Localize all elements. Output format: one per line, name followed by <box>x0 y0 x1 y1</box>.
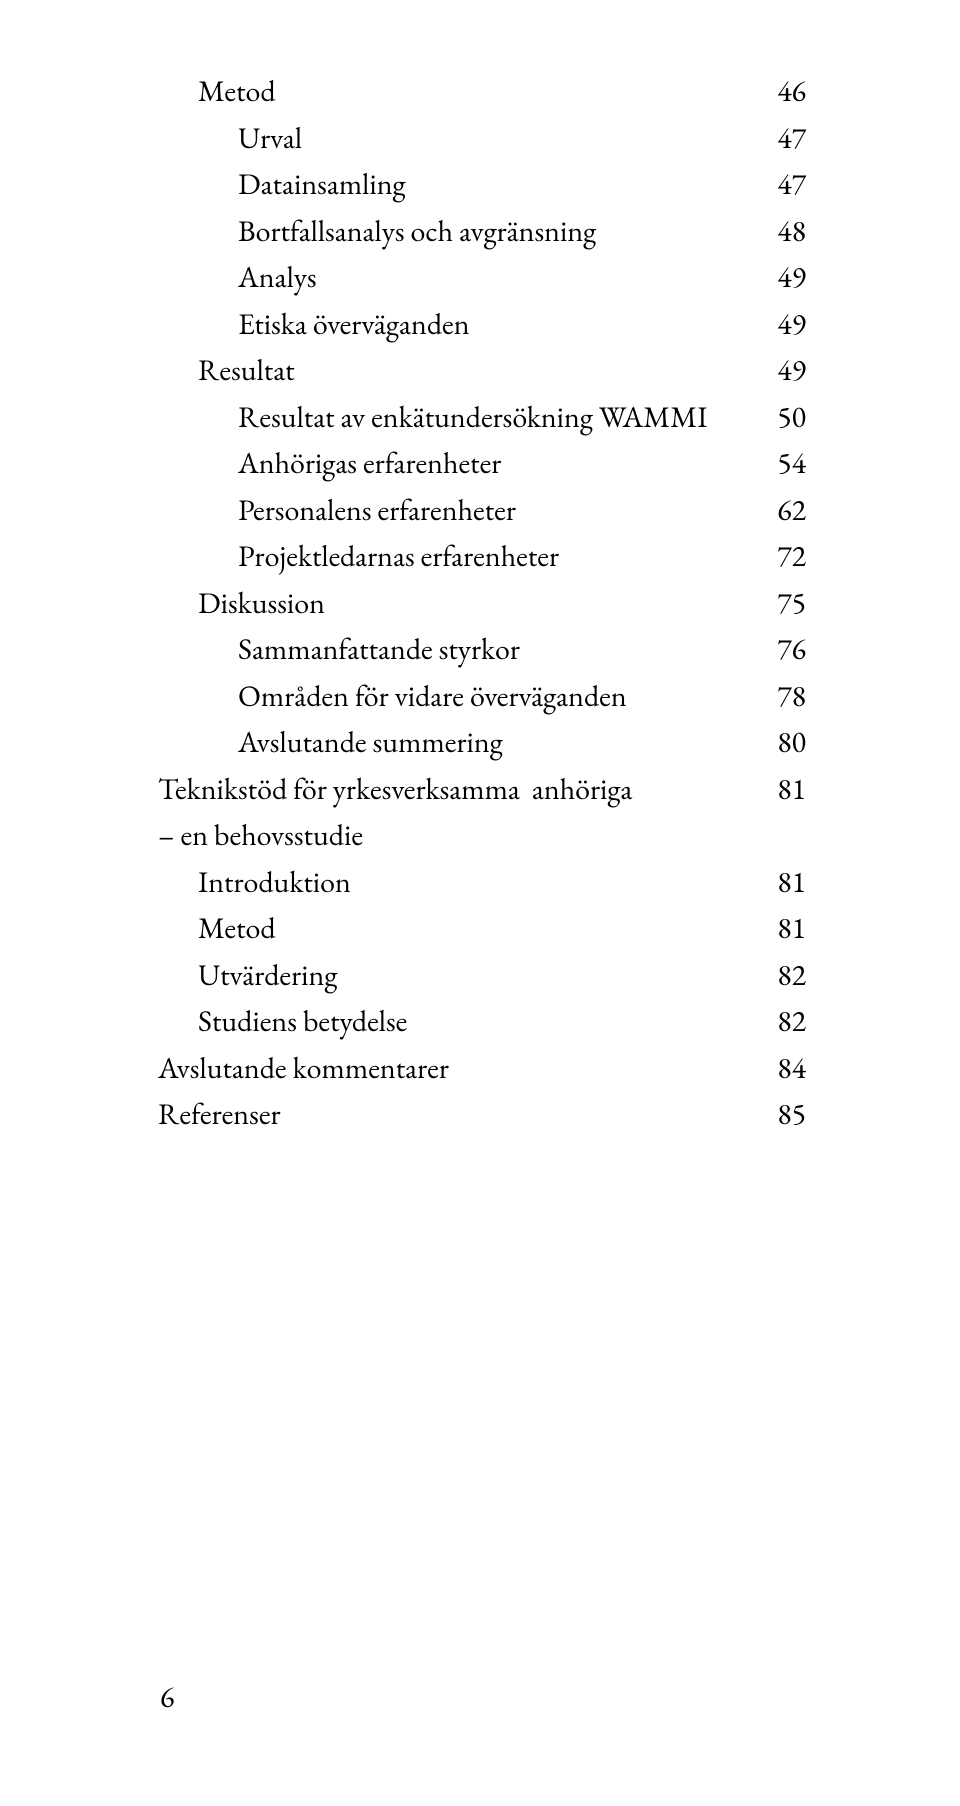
toc-label: Avslutande summering <box>158 719 503 766</box>
toc-page-number: 49 <box>760 301 806 348</box>
toc-label: Metod <box>158 905 276 952</box>
toc-label: Utvärdering <box>158 952 337 999</box>
toc-label: Studiens betydelse <box>158 998 407 1045</box>
toc-row: Projektledarnas erfarenheter 72 <box>158 533 806 580</box>
toc-page-number: 47 <box>760 161 806 208</box>
table-of-contents: Metod 46 Urval 47 Datainsamling 47 Bortf… <box>158 68 806 1138</box>
toc-page-number: 49 <box>760 254 806 301</box>
document-page: Metod 46 Urval 47 Datainsamling 47 Bortf… <box>0 0 960 1806</box>
toc-label: Diskussion <box>158 580 325 627</box>
toc-row: Avslutande summering 80 <box>158 719 806 766</box>
toc-row: Teknikstöd för yrkesverksamma anhöriga –… <box>158 766 806 859</box>
toc-page-number: 47 <box>760 115 806 162</box>
toc-row: Etiska överväganden 49 <box>158 301 806 348</box>
toc-row: Datainsamling 47 <box>158 161 806 208</box>
toc-row: Områden för vidare överväganden 78 <box>158 673 806 720</box>
toc-page-number: 82 <box>760 952 806 999</box>
toc-page-number: 82 <box>760 998 806 1045</box>
toc-row: Resultat 49 <box>158 347 806 394</box>
toc-label: Projektledarnas erfarenheter <box>158 533 559 580</box>
toc-row: Metod 46 <box>158 68 806 115</box>
toc-page-number: 81 <box>760 905 806 952</box>
toc-label: Urval <box>158 115 302 162</box>
toc-row: Personalens erfarenheter 62 <box>158 487 806 534</box>
toc-page-number: 81 <box>760 766 806 813</box>
toc-label: Referenser <box>158 1091 281 1138</box>
toc-page-number: 49 <box>760 347 806 394</box>
toc-label: Teknikstöd för yrkesverksamma anhöriga –… <box>158 766 632 859</box>
toc-row: Analys 49 <box>158 254 806 301</box>
toc-row: Metod 81 <box>158 905 806 952</box>
toc-row: Diskussion 75 <box>158 580 806 627</box>
toc-label: Resultat av enkätundersökning WAMMI <box>158 394 708 441</box>
toc-row: Studiens betydelse 82 <box>158 998 806 1045</box>
toc-page-number: 48 <box>760 208 806 255</box>
toc-page-number: 72 <box>760 533 806 580</box>
toc-label: Etiska överväganden <box>158 301 470 348</box>
page-number: 6 <box>160 1677 174 1716</box>
toc-row: Urval 47 <box>158 115 806 162</box>
toc-label: Områden för vidare överväganden <box>158 673 627 720</box>
toc-label: Avslutande kommentarer <box>158 1045 449 1092</box>
toc-page-number: 78 <box>760 673 806 720</box>
toc-label: Metod <box>158 68 276 115</box>
toc-row: Bortfallsanalys och avgränsning 48 <box>158 208 806 255</box>
toc-row: Introduktion 81 <box>158 859 806 906</box>
toc-page-number: 81 <box>760 859 806 906</box>
toc-label: Anhörigas erfarenheter <box>158 440 501 487</box>
toc-label: Analys <box>158 254 317 301</box>
toc-page-number: 54 <box>760 440 806 487</box>
toc-row: Resultat av enkätundersökning WAMMI 50 <box>158 394 806 441</box>
toc-row: Utvärdering 82 <box>158 952 806 999</box>
toc-page-number: 84 <box>760 1045 806 1092</box>
toc-label: Resultat <box>158 347 295 394</box>
toc-label: Sammanfattande styrkor <box>158 626 520 673</box>
toc-page-number: 75 <box>760 580 806 627</box>
toc-label: Datainsamling <box>158 161 406 208</box>
toc-label: Bortfallsanalys och avgränsning <box>158 208 596 255</box>
toc-page-number: 62 <box>760 487 806 534</box>
toc-page-number: 80 <box>760 719 806 766</box>
toc-page-number: 76 <box>760 626 806 673</box>
toc-row: Sammanfattande styrkor 76 <box>158 626 806 673</box>
toc-label: Introduktion <box>158 859 351 906</box>
toc-page-number: 46 <box>760 68 806 115</box>
toc-row: Avslutande kommentarer 84 <box>158 1045 806 1092</box>
toc-row: Anhörigas erfarenheter 54 <box>158 440 806 487</box>
toc-page-number: 50 <box>760 394 806 441</box>
toc-page-number: 85 <box>760 1091 806 1138</box>
toc-row: Referenser 85 <box>158 1091 806 1138</box>
toc-label: Personalens erfarenheter <box>158 487 516 534</box>
